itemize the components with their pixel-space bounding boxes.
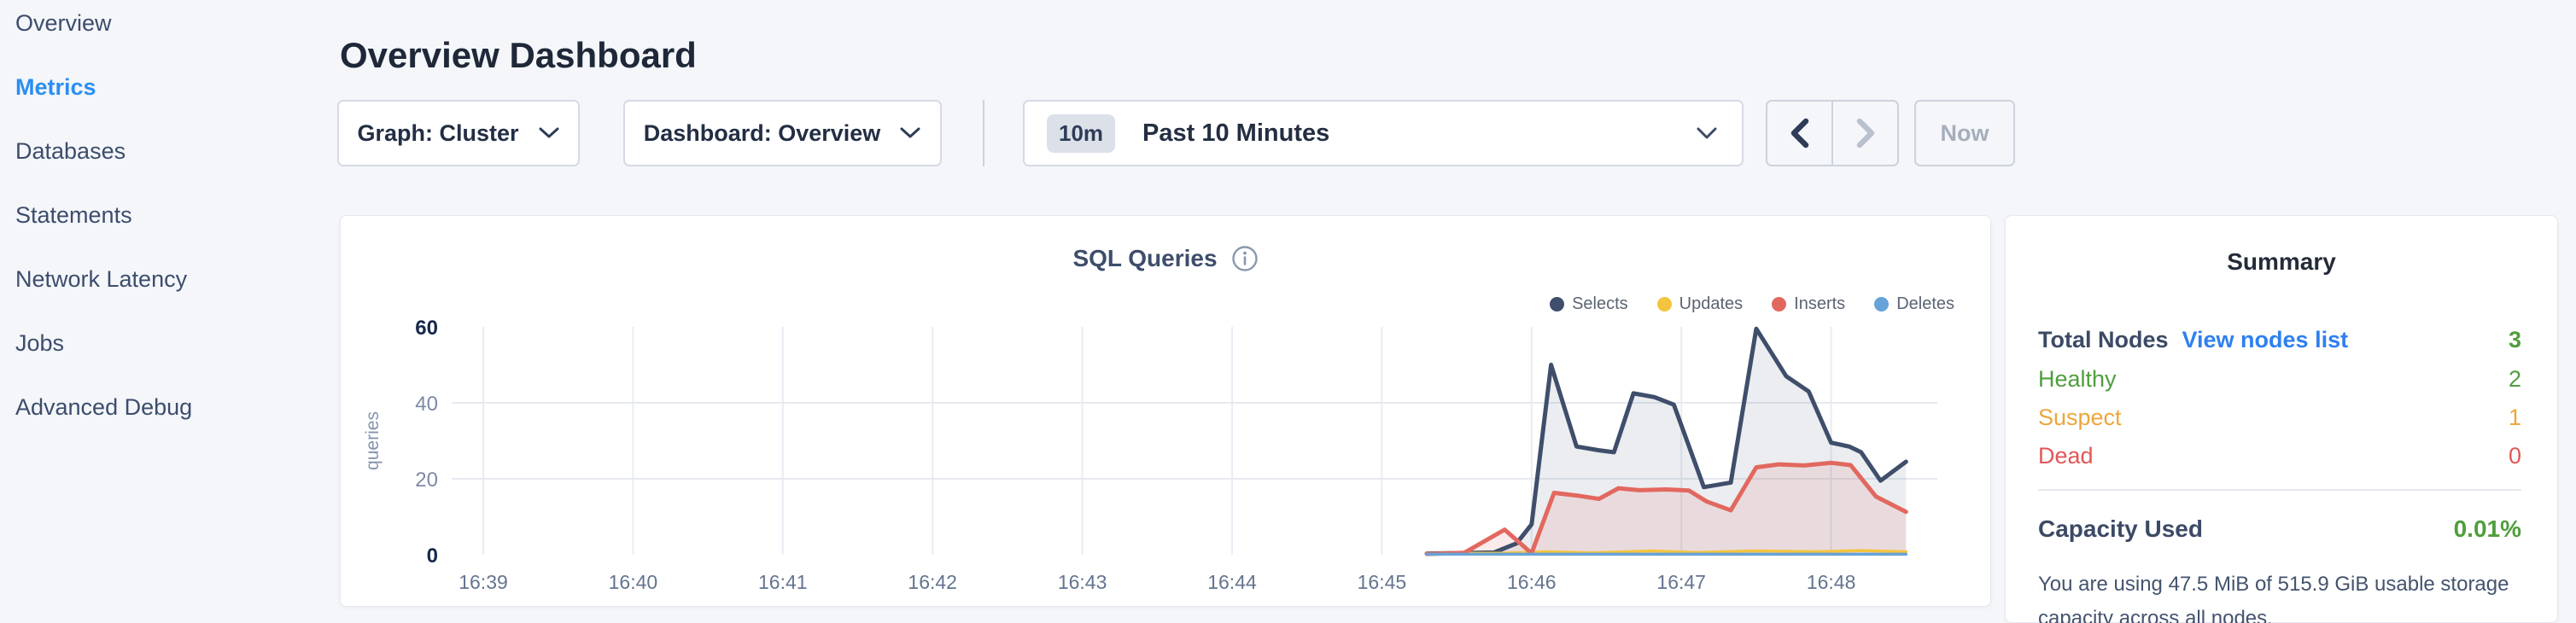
sidebar-item-jobs[interactable]: Jobs bbox=[15, 330, 65, 356]
healthy-value: 2 bbox=[2508, 365, 2521, 392]
legend-item-deletes: Deletes bbox=[1874, 294, 1954, 314]
sidebar-item-overview[interactable]: Overview bbox=[15, 10, 112, 36]
dead-nodes-row: Dead 0 bbox=[2038, 440, 2521, 472]
summary-title: Summary bbox=[2227, 248, 2336, 275]
page-title: Overview Dashboard bbox=[340, 35, 697, 76]
chevron-down-icon bbox=[539, 127, 559, 138]
legend-label: Deletes bbox=[1896, 294, 1954, 313]
now-button-label: Now bbox=[1940, 119, 1989, 146]
sidebar-list: Overview Metrics Databases Statements Ne… bbox=[0, 0, 338, 440]
next-range-button[interactable] bbox=[1831, 102, 1897, 165]
suspect-nodes-row: Suspect 1 bbox=[2038, 401, 2521, 434]
capacity-used-label: Capacity Used bbox=[2038, 515, 2203, 542]
healthy-label: Healthy bbox=[2038, 365, 2117, 392]
dashboard-dropdown-label: Dashboard: Overview bbox=[643, 119, 881, 146]
legend-label: Inserts bbox=[1794, 294, 1846, 313]
total-nodes-row: Total Nodes View nodes list 3 bbox=[2038, 323, 2521, 356]
chart-legend: Selects Updates Inserts Deletes bbox=[1550, 294, 1954, 314]
legend-item-inserts: Inserts bbox=[1772, 294, 1845, 314]
updates-dot-icon bbox=[1656, 297, 1672, 312]
chevron-down-icon bbox=[900, 127, 920, 138]
sidebar-item-statements[interactable]: Statements bbox=[15, 202, 132, 228]
selects-dot-icon bbox=[1550, 297, 1565, 312]
healthy-nodes-row: Healthy 2 bbox=[2038, 363, 2521, 395]
time-window-pager bbox=[1766, 100, 1899, 166]
inserts-dot-icon bbox=[1772, 297, 1787, 312]
info-circle-icon[interactable] bbox=[1231, 245, 1259, 272]
svg-text:0: 0 bbox=[427, 544, 438, 568]
total-nodes-value: 3 bbox=[2508, 326, 2521, 352]
capacity-used-value: 0.01% bbox=[2453, 515, 2521, 542]
time-range-badge: 10m bbox=[1047, 114, 1116, 153]
deletes-dot-icon bbox=[1874, 297, 1890, 312]
legend-item-selects: Selects bbox=[1550, 294, 1628, 314]
svg-text:16:40: 16:40 bbox=[609, 571, 658, 593]
graph-scope-dropdown[interactable]: Graph: Cluster bbox=[337, 100, 580, 166]
suspect-label: Suspect bbox=[2038, 404, 2122, 430]
svg-text:16:46: 16:46 bbox=[1507, 571, 1557, 593]
svg-text:16:48: 16:48 bbox=[1807, 571, 1856, 593]
legend-item-updates: Updates bbox=[1656, 294, 1744, 314]
svg-text:40: 40 bbox=[415, 393, 438, 416]
summary-divider bbox=[2038, 489, 2521, 491]
svg-text:16:44: 16:44 bbox=[1207, 571, 1257, 593]
sidebar-nav: Overview Metrics Databases Statements Ne… bbox=[0, 0, 338, 623]
svg-text:queries: queries bbox=[363, 411, 383, 470]
total-nodes-label: Total Nodes bbox=[2038, 326, 2169, 352]
sidebar-item-network-latency[interactable]: Network Latency bbox=[15, 266, 188, 292]
sql-queries-card: SQL Queries Selects Updates Inserts bbox=[340, 215, 1991, 607]
svg-text:16:41: 16:41 bbox=[758, 571, 808, 593]
sidebar-item-metrics[interactable]: Metrics bbox=[15, 74, 96, 100]
capacity-description: You are using 47.5 MiB of 515.9 GiB usab… bbox=[2038, 573, 2509, 623]
now-button[interactable]: Now bbox=[1914, 100, 2015, 166]
dead-value: 0 bbox=[2508, 442, 2521, 469]
time-range-dropdown[interactable]: 10m Past 10 Minutes bbox=[1023, 100, 1744, 166]
view-nodes-list-link[interactable]: View nodes list bbox=[2182, 326, 2349, 352]
sql-queries-plot[interactable]: 16:39 16:40 16:41 16:42 16:43 16:44 16:45 16:46… bbox=[341, 216, 1992, 608]
graph-scope-label: Graph: Cluster bbox=[357, 119, 519, 146]
sidebar-item-advanced-debug[interactable]: Advanced Debug bbox=[15, 394, 193, 420]
dashboard-dropdown[interactable]: Dashboard: Overview bbox=[623, 100, 942, 166]
svg-text:60: 60 bbox=[415, 317, 438, 340]
chevron-down-icon bbox=[1697, 127, 1717, 139]
svg-text:16:47: 16:47 bbox=[1656, 571, 1706, 593]
chart-title-row: SQL Queries bbox=[341, 245, 1990, 272]
chevron-right-icon bbox=[1856, 118, 1874, 148]
chart-title: SQL Queries bbox=[1072, 245, 1218, 271]
svg-text:20: 20 bbox=[415, 469, 438, 492]
dead-label: Dead bbox=[2038, 442, 2094, 469]
svg-text:16:39: 16:39 bbox=[459, 571, 508, 593]
toolbar-divider bbox=[983, 100, 984, 166]
previous-range-button[interactable] bbox=[1767, 102, 1831, 165]
legend-label: Updates bbox=[1679, 294, 1744, 313]
svg-text:16:42: 16:42 bbox=[908, 571, 957, 593]
capacity-used-row: Capacity Used 0.01% bbox=[2038, 513, 2521, 545]
summary-panel: Summary Total Nodes View nodes list 3 He… bbox=[2005, 215, 2558, 623]
svg-text:16:45: 16:45 bbox=[1358, 571, 1407, 593]
legend-label: Selects bbox=[1572, 294, 1628, 313]
sidebar-item-databases[interactable]: Databases bbox=[15, 138, 126, 164]
svg-text:16:43: 16:43 bbox=[1058, 571, 1107, 593]
time-range-label: Past 10 Minutes bbox=[1142, 119, 1330, 147]
chevron-left-icon bbox=[1790, 118, 1808, 148]
suspect-value: 1 bbox=[2508, 404, 2521, 430]
